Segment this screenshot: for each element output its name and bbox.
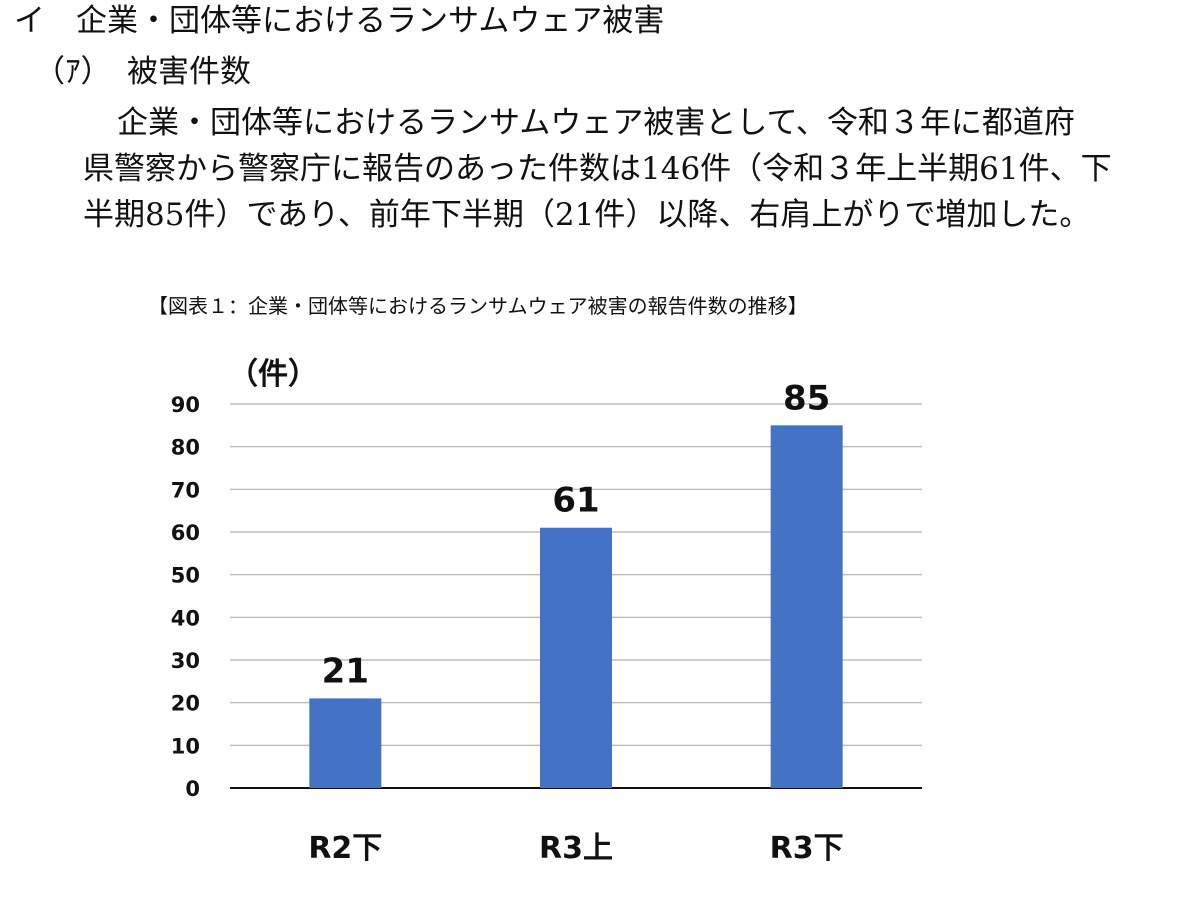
- paragraph-line-3: 半期85件）であり、前年下半期（21件）以降、右肩上がりで増加した。: [83, 197, 1091, 233]
- y-tick-label: 70: [171, 478, 200, 502]
- section-heading: イ 企業・団体等におけるランサムウェア被害: [14, 3, 665, 39]
- y-tick-label: 40: [171, 606, 200, 630]
- y-tick-label: 20: [171, 692, 200, 716]
- y-tick-label: 10: [171, 734, 200, 758]
- y-axis-unit-label: （件）: [228, 357, 318, 392]
- data-label: 21: [322, 651, 369, 691]
- data-label: 61: [552, 481, 599, 521]
- bar: [770, 425, 843, 788]
- data-label: 85: [783, 378, 830, 418]
- y-tick-label: 30: [171, 649, 200, 673]
- subsection-heading: （ｱ） 被害件数: [34, 54, 251, 90]
- y-tick-label: 80: [171, 436, 200, 460]
- figure-caption: 【図表１：企業・団体等におけるランサムウェア被害の報告件数の推移】: [148, 294, 808, 318]
- paragraph-line-2: 県警察から警察庁に報告のあった件数は146件（令和３年上半期61件、下: [83, 151, 1112, 187]
- bar: [309, 698, 382, 788]
- y-tick-label: 90: [171, 393, 200, 417]
- y-tick-label: 0: [185, 777, 200, 801]
- paragraph-line-1: 企業・団体等におけるランサムウェア被害として、令和３年に都道府: [117, 105, 1075, 141]
- bar: [540, 527, 612, 788]
- y-tick-label: 50: [171, 564, 200, 588]
- y-tick-label: 60: [171, 521, 200, 545]
- x-category-label: R2下: [308, 831, 382, 866]
- x-category-label: R3上: [539, 831, 613, 866]
- x-category-label: R3下: [770, 831, 844, 866]
